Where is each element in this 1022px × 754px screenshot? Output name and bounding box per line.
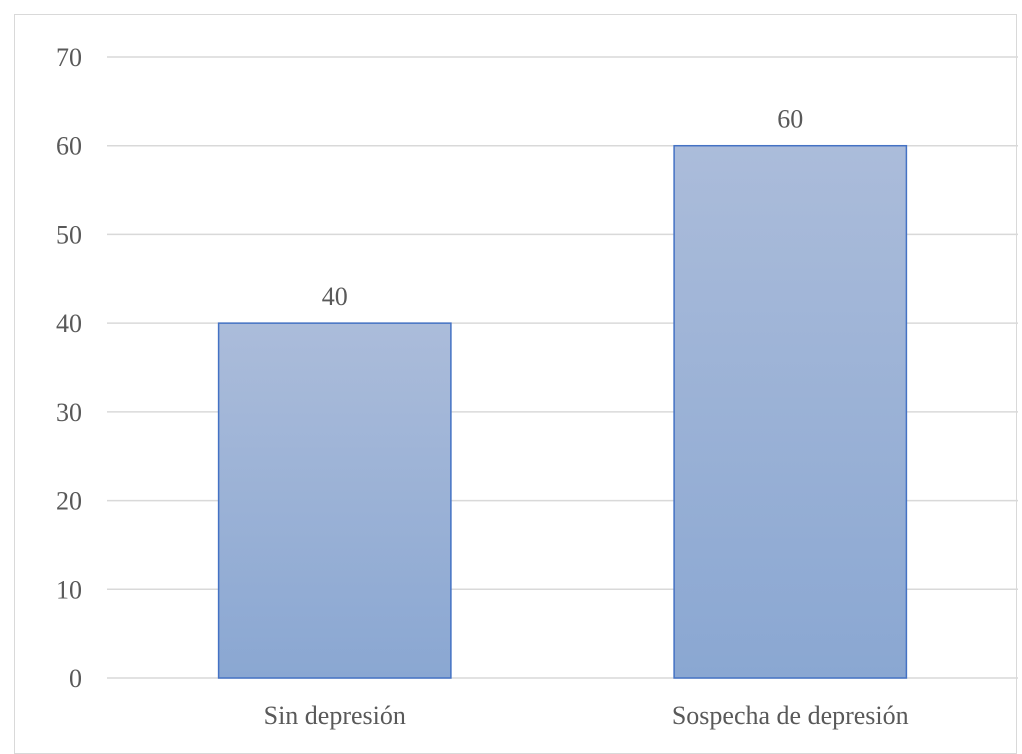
y-tick-label: 10: [56, 575, 82, 604]
bar-2: [673, 144, 908, 679]
y-tick-label: 70: [56, 43, 82, 72]
y-tick-label: 30: [56, 398, 82, 427]
category-labels: Sin depresión Sospecha de depresión: [264, 701, 909, 730]
category-label: Sospecha de depresión: [672, 701, 909, 730]
bars: [217, 144, 908, 679]
category-label: Sin depresión: [264, 701, 406, 730]
y-tick-label: 40: [56, 309, 82, 338]
y-tick-label: 20: [56, 487, 82, 516]
data-label: 40: [322, 282, 348, 311]
y-tick-label: 60: [56, 132, 82, 161]
y-axis-tick-labels: 0 10 20 30 40 50 60 70: [56, 43, 82, 693]
data-label: 60: [777, 105, 803, 134]
bar-chart: 0 10 20 30 40 50 60 70 40 60 Sin depresión Sospec…: [56, 43, 1018, 730]
y-tick-label: 50: [56, 220, 82, 249]
y-tick-label: 0: [69, 664, 82, 693]
bar-1: [217, 322, 452, 679]
data-labels: 40 60: [322, 105, 804, 311]
